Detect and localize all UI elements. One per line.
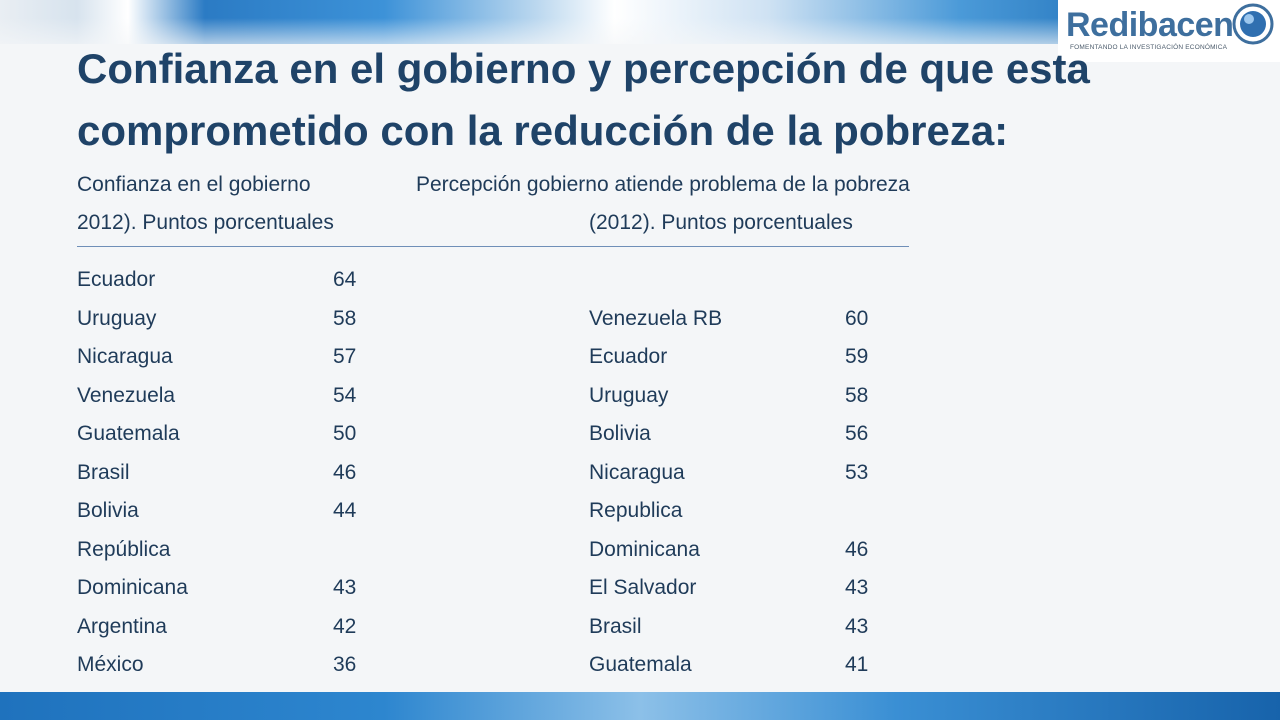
globe-icon bbox=[1232, 3, 1274, 45]
percentage-value: 43 bbox=[333, 576, 357, 599]
country-name: Brasil bbox=[77, 460, 130, 484]
percentage-value: 64 bbox=[333, 268, 357, 291]
percentage-value: 54 bbox=[333, 383, 357, 407]
logo-tagline: FOMENTANDO LA INVESTIGACIÓN ECONÓMICA bbox=[1070, 44, 1228, 51]
country-name: Nicaragua bbox=[77, 345, 173, 368]
percentage-value: 42 bbox=[333, 614, 357, 638]
country-name: El Salvador bbox=[589, 576, 697, 599]
country-name: Republica bbox=[589, 499, 683, 522]
country-name: Bolivia bbox=[589, 422, 651, 445]
percentage-value: 58 bbox=[845, 383, 869, 407]
country-name: Uruguay bbox=[589, 383, 669, 407]
logo: Redibacen FOMENTANDO LA INVESTIGACIÓN EC… bbox=[1058, 0, 1280, 62]
country-name: Argentina bbox=[77, 614, 167, 638]
country-name: Guatemala bbox=[77, 422, 180, 445]
percentage-value: 57 bbox=[333, 345, 357, 368]
country-name: México bbox=[77, 653, 144, 676]
header-divider bbox=[77, 246, 909, 247]
country-name: República bbox=[77, 537, 171, 561]
right-table-header-line-2: (2012). Puntos porcentuales bbox=[589, 211, 853, 234]
country-name: Dominicana bbox=[589, 537, 700, 561]
percentage-value: 59 bbox=[845, 345, 869, 368]
country-name: Ecuador bbox=[77, 268, 156, 291]
country-name: Venezuela RB bbox=[589, 306, 723, 330]
left-table-header-line-2: 2012). Puntos porcentuales bbox=[77, 211, 334, 234]
percentage-value: 43 bbox=[845, 614, 869, 638]
country-name: Uruguay bbox=[77, 306, 157, 330]
country-name: Brasil bbox=[589, 614, 642, 638]
percentage-value: 56 bbox=[845, 422, 869, 445]
percentage-value: 50 bbox=[333, 422, 357, 445]
title-line-1: Confianza en el gobierno y percepción de… bbox=[77, 45, 1090, 92]
percentage-value: 36 bbox=[333, 653, 357, 676]
country-name: Venezuela bbox=[77, 383, 176, 407]
percentage-value: 53 bbox=[845, 460, 869, 484]
country-name: Nicaragua bbox=[589, 460, 685, 484]
bottom-decorative-band bbox=[0, 692, 1280, 720]
page-title: Confianza en el gobierno y percepción de… bbox=[77, 38, 1217, 162]
percentage-value: 46 bbox=[845, 537, 869, 561]
country-name: Dominicana bbox=[77, 576, 188, 599]
percentage-value: 41 bbox=[845, 653, 869, 676]
right-table-header-line-1: Percepción gobierno atiende problema de … bbox=[416, 173, 910, 196]
percentage-value: 46 bbox=[333, 460, 357, 484]
country-name: Bolivia bbox=[77, 499, 139, 522]
percentage-value: 43 bbox=[845, 576, 869, 599]
percentage-value: 58 bbox=[333, 306, 357, 330]
percentage-value: 60 bbox=[845, 306, 869, 330]
title-line-2: comprometido con la reducción de la pobr… bbox=[77, 107, 1009, 154]
country-name: Guatemala bbox=[589, 653, 692, 676]
left-table-header-line-1: Confianza en el gobierno bbox=[77, 173, 311, 196]
logo-name: Redibacen bbox=[1066, 6, 1234, 44]
percentage-value: 44 bbox=[333, 499, 357, 522]
country-name: Ecuador bbox=[589, 345, 668, 368]
